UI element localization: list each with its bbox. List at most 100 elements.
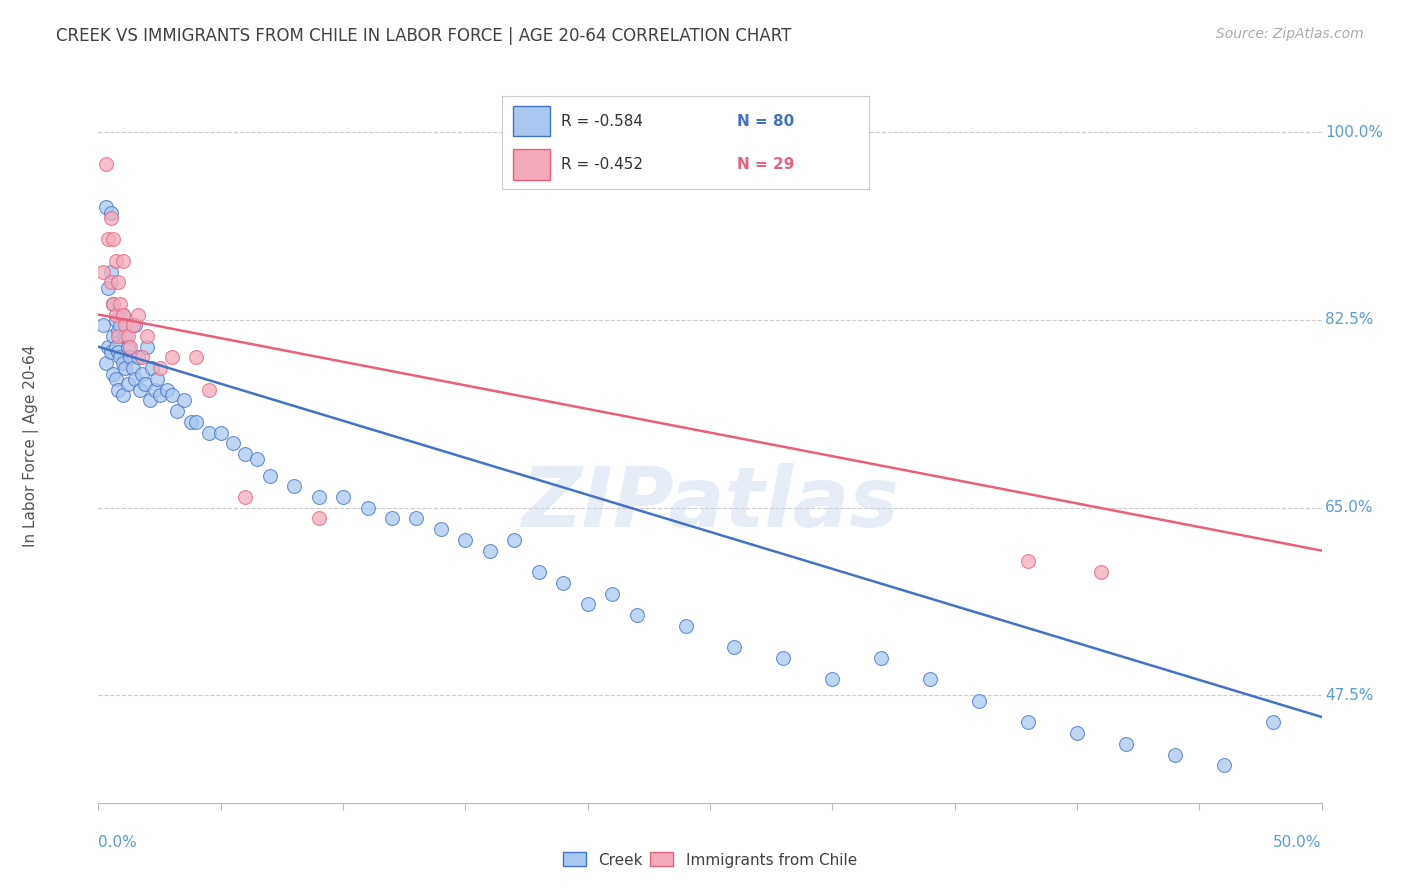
Point xyxy=(94,200,117,214)
Text: CREEK VS IMMIGRANTS FROM CHILE IN LABOR FORCE | AGE 20-64 CORRELATION CHART: CREEK VS IMMIGRANTS FROM CHILE IN LABOR … xyxy=(56,27,792,45)
Point xyxy=(131,351,153,365)
Text: 47.5%: 47.5% xyxy=(1326,688,1374,703)
Point xyxy=(91,265,114,279)
Point xyxy=(166,404,188,418)
Point xyxy=(180,415,202,429)
Point xyxy=(723,640,745,655)
Point xyxy=(100,265,122,279)
Text: Source: ZipAtlas.com: Source: ZipAtlas.com xyxy=(1216,27,1364,41)
Point xyxy=(111,356,134,370)
Point xyxy=(104,313,127,327)
Point xyxy=(114,361,136,376)
Point xyxy=(101,297,124,311)
Point xyxy=(356,500,378,515)
Point xyxy=(97,340,120,354)
Point xyxy=(131,367,153,381)
Point xyxy=(149,361,172,376)
Point xyxy=(626,607,648,622)
Point xyxy=(141,361,163,376)
Point xyxy=(124,318,146,333)
Point xyxy=(233,447,256,461)
Text: 82.5%: 82.5% xyxy=(1326,312,1374,327)
Point xyxy=(107,276,129,290)
Point xyxy=(100,276,122,290)
Point xyxy=(381,511,404,525)
Point xyxy=(104,308,127,322)
Point xyxy=(117,329,139,343)
Point xyxy=(104,372,127,386)
Point xyxy=(209,425,232,440)
Point xyxy=(246,452,269,467)
Point xyxy=(173,393,195,408)
Point xyxy=(967,694,990,708)
Point xyxy=(124,372,146,386)
Point xyxy=(111,308,134,322)
Point xyxy=(94,356,117,370)
Point xyxy=(127,351,149,365)
Point xyxy=(430,522,453,536)
Point xyxy=(114,318,136,333)
Point xyxy=(107,329,129,343)
Point xyxy=(1017,554,1039,568)
Legend: Creek, Immigrants from Chile: Creek, Immigrants from Chile xyxy=(557,847,863,873)
Point xyxy=(1090,565,1112,579)
Point xyxy=(920,673,942,687)
Point xyxy=(101,329,124,343)
Point xyxy=(259,468,281,483)
Point xyxy=(197,383,219,397)
Point xyxy=(121,361,143,376)
Text: ZIPatlas: ZIPatlas xyxy=(522,463,898,543)
Text: 50.0%: 50.0% xyxy=(1274,835,1322,850)
Point xyxy=(136,329,159,343)
Point xyxy=(146,372,169,386)
Point xyxy=(149,388,172,402)
Text: 65.0%: 65.0% xyxy=(1326,500,1374,516)
Point xyxy=(233,490,256,504)
Point xyxy=(100,345,122,359)
Point xyxy=(110,351,132,365)
Point xyxy=(143,383,166,397)
Point xyxy=(160,351,183,365)
Point xyxy=(1261,715,1284,730)
Point xyxy=(101,232,124,246)
Point xyxy=(100,205,122,219)
Point xyxy=(111,388,134,402)
Point xyxy=(136,340,159,354)
Point xyxy=(107,324,129,338)
Point xyxy=(111,253,134,268)
Point xyxy=(197,425,219,440)
Point xyxy=(121,318,143,333)
Point xyxy=(160,388,183,402)
Point xyxy=(308,490,330,504)
Text: 0.0%: 0.0% xyxy=(98,835,138,850)
Point xyxy=(156,383,179,397)
Point xyxy=(110,297,132,311)
Point xyxy=(222,436,245,450)
Point xyxy=(186,351,208,365)
Point xyxy=(97,281,120,295)
Point xyxy=(675,619,697,633)
Point xyxy=(576,597,599,611)
Point xyxy=(107,345,129,359)
Text: 100.0%: 100.0% xyxy=(1326,125,1384,140)
Point xyxy=(129,383,152,397)
Point xyxy=(478,543,501,558)
Point xyxy=(110,318,132,333)
Point xyxy=(120,351,142,365)
Point xyxy=(1212,758,1234,772)
Point xyxy=(870,651,893,665)
Point xyxy=(114,329,136,343)
Point xyxy=(111,308,134,322)
Point xyxy=(104,340,127,354)
Point xyxy=(772,651,794,665)
Point xyxy=(101,297,124,311)
Point xyxy=(117,377,139,392)
Point xyxy=(186,415,208,429)
Point xyxy=(332,490,354,504)
Point xyxy=(91,318,114,333)
Point xyxy=(117,340,139,354)
Point xyxy=(139,393,162,408)
Point xyxy=(600,586,623,600)
Point xyxy=(553,575,575,590)
Point xyxy=(101,367,124,381)
